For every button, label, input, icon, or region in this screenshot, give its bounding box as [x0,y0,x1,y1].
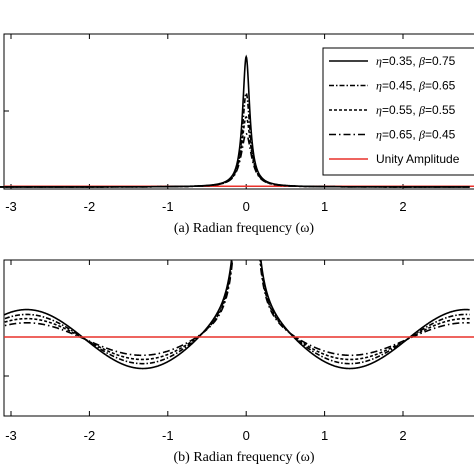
legend-entry: η=0.45, β=0.65 [376,79,456,93]
plot-b-frame [3,259,474,417]
legend-entry: η=0.65, β=0.45 [376,128,456,142]
legend-entry: η=0.35, β=0.75 [376,54,456,68]
curves-b [4,260,470,370]
x-b-tick-label: -2 [84,428,96,443]
panel-b: -3 -2 -1 0 1 2 (b) Radian frequency (ω) [3,259,474,465]
caption-b: (b) Radian frequency (ω) [174,450,315,465]
curve-b-3 [4,260,470,361]
x-a-tick-label: 2 [399,199,406,214]
x-ticks-a: -3 -2 -1 0 1 2 [5,34,407,214]
x-b-tick-label: 1 [321,428,328,443]
caption-a: (a) Radian frequency (ω) [174,221,315,236]
legend-entry: η=0.55, β=0.55 [376,103,456,117]
x-a-tick-label: -2 [84,199,96,214]
x-a-tick-label: -1 [162,199,174,214]
x-b-tick-label: 2 [399,428,406,443]
curve-b-2 [4,260,470,365]
curves-a [0,54,470,188]
curve-b-4 [4,260,470,357]
x-a-tick-label: 0 [243,199,250,214]
x-a-tick-label: -3 [5,199,17,214]
legend: η=0.35, β=0.75 η=0.45, β=0.65 η=0.55, β=0.… [322,47,474,176]
curve-b-1 [4,260,470,370]
panel-a: -3 -2 -1 0 1 2 (a) Radian frequency (ω) η=0.3… [0,33,474,236]
legend-box [322,47,474,176]
curve-a-4 [0,132,470,188]
x-a-tick-label: 1 [321,199,328,214]
legend-entry: Unity Amplitude [376,152,460,166]
x-b-tick-label: 0 [243,428,250,443]
x-ticks-b: -3 -2 -1 0 1 2 [5,260,407,443]
x-b-tick-label: -3 [5,428,17,443]
x-b-tick-label: -1 [162,428,174,443]
